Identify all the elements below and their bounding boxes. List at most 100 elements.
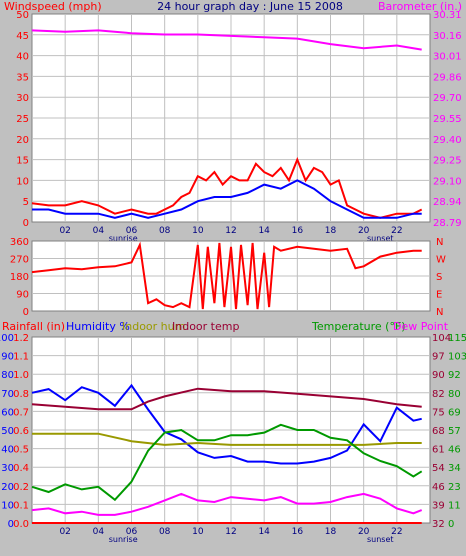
windspeed-tick-label: 10 bbox=[16, 176, 29, 187]
barometer-line bbox=[31, 29, 422, 51]
dew-point-tick-label: 115 bbox=[448, 333, 466, 344]
dew-point-tick-label: 11 bbox=[448, 500, 461, 511]
humidity-tick-label: 10 bbox=[1, 500, 14, 511]
rainfall-tick-label: 1.2 bbox=[13, 333, 29, 344]
direction-compass-tick: N bbox=[436, 307, 443, 318]
hour-tick-label: 04 bbox=[93, 527, 105, 537]
temperature-tick-label: 68 bbox=[432, 426, 445, 437]
rainfall-tick-label: 0.2 bbox=[13, 482, 29, 493]
windspeed-tick-label: 40 bbox=[16, 52, 29, 63]
temperature-tick-label: 61 bbox=[432, 445, 445, 456]
hour-tick-label: 20 bbox=[358, 527, 370, 537]
temperature-tick-label: 82 bbox=[432, 389, 445, 400]
sunrise-marker: sunrise bbox=[109, 234, 138, 243]
rainfall-tick-label: 0.1 bbox=[13, 500, 29, 511]
temperature-tick-label: 39 bbox=[432, 500, 445, 511]
barometer-tick-label: 30.01 bbox=[433, 52, 462, 63]
rainfall-tick-label: 1.0 bbox=[13, 370, 29, 381]
hour-tick-label: 06 bbox=[126, 527, 138, 537]
hour-tick-label: 12 bbox=[225, 527, 236, 537]
humidity-tick-label: 40 bbox=[1, 445, 14, 456]
hour-tick-label: 10 bbox=[192, 226, 204, 236]
direction-degree-tick: 360 bbox=[10, 237, 29, 248]
hour-tick-label: 18 bbox=[325, 527, 337, 537]
plot-panels: 0 5 10 15 20 25 30 35 40 45 50 28.79 28.94 29.10 29.25… bbox=[0, 10, 466, 544]
barometer-tick-label: 29.70 bbox=[433, 93, 462, 104]
windspeed-tick-label: 45 bbox=[16, 31, 29, 42]
barometer-tick-label: 29.40 bbox=[433, 135, 462, 146]
wind-gust-line bbox=[31, 156, 423, 219]
indoor-temp-line bbox=[31, 387, 422, 411]
rainfall-tick-label: 0.4 bbox=[13, 463, 29, 474]
indoor-temp-legend: Indoor temp bbox=[172, 320, 239, 333]
temperature-legend: Temperature (°F) bbox=[311, 320, 406, 333]
barometer-tick-label: 28.94 bbox=[433, 197, 462, 208]
dew-point-tick-label: 34 bbox=[448, 463, 461, 474]
rainfall-axis-title: Rainfall (in) bbox=[2, 320, 65, 333]
hour-tick-label: 10 bbox=[192, 527, 204, 537]
direction-degree-tick: 270 bbox=[10, 255, 29, 266]
dew-point-tick-label: 69 bbox=[448, 407, 461, 418]
windspeed-tick-label: 0 bbox=[23, 218, 29, 229]
direction-degree-tick: 180 bbox=[10, 272, 29, 283]
humidity-tick-label: 100 bbox=[0, 333, 14, 344]
hour-tick-label: 16 bbox=[292, 226, 304, 236]
temperature-tick-label: 97 bbox=[432, 352, 445, 363]
barometer-tick-label: 28.79 bbox=[433, 218, 462, 229]
hour-tick-label: 22 bbox=[391, 527, 402, 537]
hour-tick-label: 22 bbox=[391, 226, 402, 236]
rainfall-tick-label: 0.0 bbox=[13, 519, 29, 530]
direction-degree-tick: 90 bbox=[16, 290, 29, 301]
direction-compass-tick: N bbox=[436, 237, 443, 248]
humidity-line bbox=[31, 383, 422, 465]
sunset-marker: sunset bbox=[367, 234, 394, 243]
rainfall-tick-label: 0.5 bbox=[13, 445, 29, 456]
hour-tick-label: 12 bbox=[225, 226, 236, 236]
humidity-tick-label: 20 bbox=[1, 482, 14, 493]
rainfall-tick-label: 1.1 bbox=[13, 352, 29, 363]
windspeed-tick-label: 20 bbox=[16, 135, 29, 146]
windspeed-tick-label: 50 bbox=[16, 10, 29, 21]
hour-tick-label: 02 bbox=[59, 527, 70, 537]
temperature-tick-label: 104 bbox=[432, 333, 451, 344]
barometer-tick-label: 29.25 bbox=[433, 156, 462, 167]
temperature-tick-label: 54 bbox=[432, 463, 445, 474]
hour-tick-label: 08 bbox=[159, 527, 171, 537]
hour-tick-label: 08 bbox=[159, 226, 171, 236]
humidity-tick-label: 30 bbox=[1, 463, 14, 474]
temperature-f-line bbox=[31, 423, 423, 502]
direction-compass-tick: S bbox=[436, 272, 442, 283]
hour-tick-label: 04 bbox=[93, 226, 105, 236]
dew-point-line bbox=[31, 492, 423, 516]
indoor-hum-line bbox=[32, 432, 422, 446]
dew-point-tick-label: 92 bbox=[448, 370, 461, 381]
temperature-tick-label: 90 bbox=[432, 370, 445, 381]
hour-tick-label: 18 bbox=[325, 226, 337, 236]
dew-point-tick-label: 0 bbox=[448, 519, 454, 530]
hour-tick-label: 14 bbox=[258, 527, 270, 537]
humidity-tick-label: 80 bbox=[1, 370, 14, 381]
barometer-axis-title: Barometer (in.) bbox=[378, 0, 462, 13]
temperature-tick-label: 46 bbox=[432, 482, 445, 493]
windspeed-axis-title: Windspeed (mph) bbox=[4, 0, 102, 13]
dew-point-tick-label: 57 bbox=[448, 426, 461, 437]
windspeed-tick-label: 5 bbox=[23, 197, 29, 208]
barometer-tick-label: 29.86 bbox=[433, 72, 462, 83]
wind-avg-line bbox=[32, 179, 422, 219]
dew-point-tick-label: 46 bbox=[448, 445, 461, 456]
humidity-tick-label: 70 bbox=[1, 389, 14, 400]
dew-point-tick-label: 23 bbox=[448, 482, 461, 493]
hour-tick-label: 16 bbox=[292, 527, 304, 537]
temperature-tick-label: 32 bbox=[432, 519, 445, 530]
wind-direction-line bbox=[31, 241, 422, 310]
rainfall-tick-label: 0.6 bbox=[13, 426, 29, 437]
hour-tick-label: 20 bbox=[358, 226, 370, 236]
humidity-tick-label: 50 bbox=[1, 426, 14, 437]
dew-point-tick-label: 103 bbox=[448, 352, 466, 363]
graph-title: 24 hour graph day : June 15 2008 bbox=[157, 0, 343, 13]
windspeed-tick-label: 35 bbox=[16, 72, 29, 83]
direction-compass-tick: E bbox=[436, 290, 442, 301]
rainfall-tick-label: 0.8 bbox=[13, 389, 29, 400]
hour-tick-label: 14 bbox=[258, 226, 270, 236]
